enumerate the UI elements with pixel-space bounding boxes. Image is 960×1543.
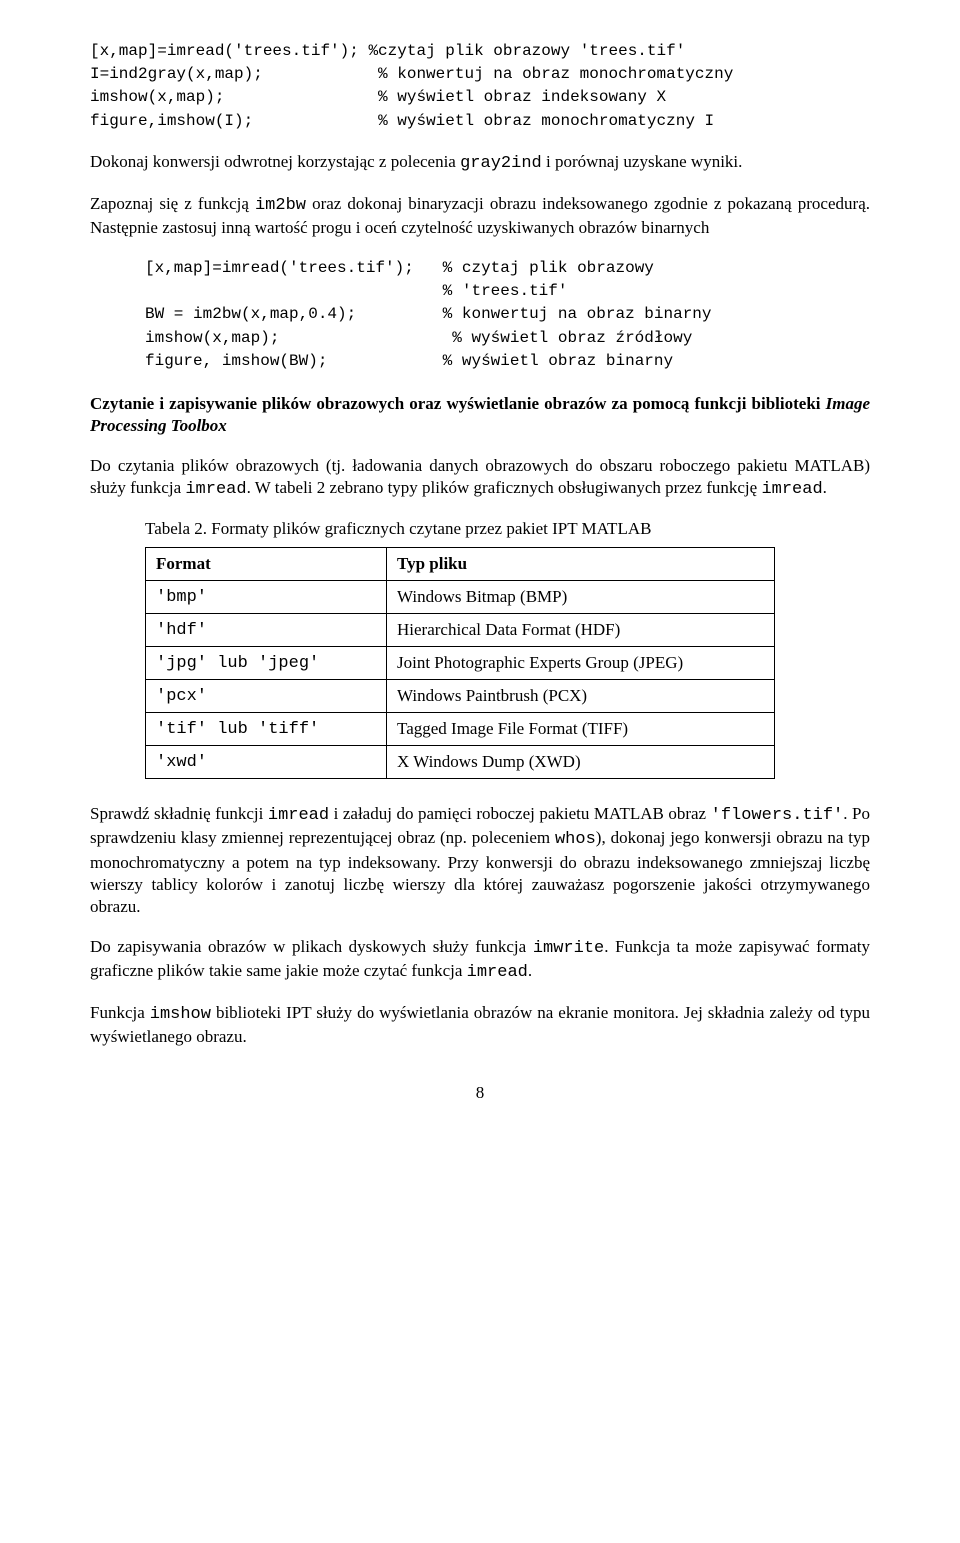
text: Zapoznaj się z funkcją (90, 194, 255, 213)
text: Dokonaj konwersji odwrotnej korzystając … (90, 152, 460, 171)
inline-code: imread (185, 480, 246, 499)
format-cell: 'pcx' (146, 680, 387, 713)
code-comment: % konwertuj na obraz binarny (443, 305, 712, 323)
format-cell: 'tif' lub 'tiff' (146, 713, 387, 746)
text: Do zapisywania obrazów w plikach dyskowy… (90, 937, 533, 956)
format-cell: 'bmp' (146, 581, 387, 614)
paragraph: Dokonaj konwersji odwrotnej korzystając … (90, 151, 870, 175)
type-cell: Windows Paintbrush (PCX) (387, 680, 775, 713)
code-line: imshow(x,map); (90, 88, 224, 106)
format-table: Format Typ pliku 'bmp' Windows Bitmap (B… (145, 547, 775, 779)
inline-code: gray2ind (460, 154, 542, 173)
code-comment: % 'trees.tif' (443, 282, 568, 300)
code-comment: % wyświetl obraz binarny (443, 352, 673, 370)
text: Funkcja (90, 1003, 150, 1022)
heading-text: Czytanie i zapisywanie plików obrazowych… (90, 394, 826, 413)
format-cell: 'xwd' (146, 746, 387, 779)
text: . W tabeli 2 zebrano typy plików graficz… (247, 478, 762, 497)
text: Sprawdź składnię funkcji (90, 804, 268, 823)
code-comment: % wyświetl obraz źródłowy (452, 329, 692, 347)
text: i załaduj do pamięci roboczej pakietu MA… (329, 804, 711, 823)
inline-code: 'flowers.tif' (711, 806, 844, 825)
page-number: 8 (90, 1083, 870, 1103)
code-line: [x,map]=imread('trees.tif'); (90, 42, 359, 60)
table-caption: Tabela 2. Formaty plików graficznych czy… (90, 519, 870, 539)
type-cell: Joint Photographic Experts Group (JPEG) (387, 647, 775, 680)
section-heading: Czytanie i zapisywanie plików obrazowych… (90, 393, 870, 437)
code-comment: % konwertuj na obraz monochromatyczny (378, 65, 733, 83)
inline-code: im2bw (255, 196, 306, 215)
code-comment: % wyświetl obraz monochromatyczny I (378, 112, 714, 130)
inline-code: imshow (150, 1005, 211, 1024)
paragraph: Zapoznaj się z funkcją im2bw oraz dokona… (90, 193, 870, 239)
inline-code: whos (555, 830, 596, 849)
code-block-1: [x,map]=imread('trees.tif'); %czytaj pli… (90, 40, 870, 133)
inline-code: imwrite (533, 939, 604, 958)
table-header-row: Format Typ pliku (146, 548, 775, 581)
text: . (528, 961, 532, 980)
type-cell: X Windows Dump (XWD) (387, 746, 775, 779)
type-cell: Hierarchical Data Format (HDF) (387, 614, 775, 647)
table-row: 'pcx' Windows Paintbrush (PCX) (146, 680, 775, 713)
code-line: imshow(x,map); (145, 329, 279, 347)
inline-code: imread (761, 480, 822, 499)
table-header-type: Typ pliku (387, 548, 775, 581)
code-line: BW = im2bw(x,map,0.4); (145, 305, 356, 323)
paragraph: Sprawdź składnię funkcji imread i załadu… (90, 803, 870, 917)
code-line: figure, imshow(BW); (145, 352, 327, 370)
table-row: 'bmp' Windows Bitmap (BMP) (146, 581, 775, 614)
text: . (823, 478, 827, 497)
code-comment: %czytaj plik obrazowy 'trees.tif' (368, 42, 685, 60)
table-row: 'xwd' X Windows Dump (XWD) (146, 746, 775, 779)
code-line: figure,imshow(I); (90, 112, 253, 130)
type-cell: Tagged Image File Format (TIFF) (387, 713, 775, 746)
table-header-format: Format (146, 548, 387, 581)
paragraph: Do zapisywania obrazów w plikach dyskowy… (90, 936, 870, 984)
format-cell: 'jpg' lub 'jpeg' (146, 647, 387, 680)
text: i porównaj uzyskane wyniki. (542, 152, 743, 171)
code-comment: % wyświetl obraz indeksowany X (378, 88, 666, 106)
table-row: 'tif' lub 'tiff' Tagged Image File Forma… (146, 713, 775, 746)
document-page: [x,map]=imread('trees.tif'); %czytaj pli… (0, 0, 960, 1153)
code-line: [x,map]=imread('trees.tif'); (145, 259, 414, 277)
inline-code: imread (467, 963, 528, 982)
paragraph: Funkcja imshow biblioteki IPT służy do w… (90, 1002, 870, 1048)
paragraph: Do czytania plików obrazowych (tj. ładow… (90, 455, 870, 501)
table-row: 'hdf' Hierarchical Data Format (HDF) (146, 614, 775, 647)
type-cell: Windows Bitmap (BMP) (387, 581, 775, 614)
inline-code: imread (268, 806, 329, 825)
code-comment: % czytaj plik obrazowy (443, 259, 654, 277)
code-line: I=ind2gray(x,map); (90, 65, 263, 83)
format-cell: 'hdf' (146, 614, 387, 647)
code-block-2: [x,map]=imread('trees.tif'); % czytaj pl… (90, 257, 870, 373)
table-row: 'jpg' lub 'jpeg' Joint Photographic Expe… (146, 647, 775, 680)
